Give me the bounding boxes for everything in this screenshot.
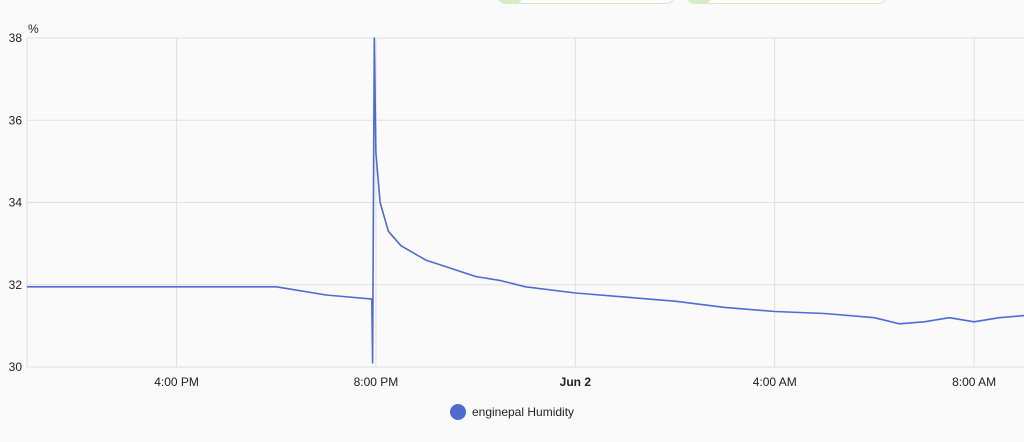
y-unit-label: % [28,22,39,36]
legend-label[interactable]: enginepal Humidity [471,405,575,419]
y-tick-label: 34 [9,196,23,210]
series-line-0[interactable] [27,37,1024,364]
y-tick-label: 36 [9,113,23,127]
y-tick-label: 30 [9,360,23,374]
chip-icon [686,0,712,4]
y-tick-label: 32 [9,278,23,292]
legend-swatch-icon [449,404,466,420]
x-tick-label: 4:00 PM [154,375,199,389]
y-tick-label: 38 [9,31,23,45]
chart-plot[interactable]: 30 32 34 36 38% 4:00 PM 8:00 PM Jun 2 4:00 AM 8:0… [0,0,1024,400]
chip-icon [497,0,523,4]
x-tick-label: 4:00 AM [753,375,797,389]
x-tick-label: 8:00 PM [354,375,399,389]
chart-legend[interactable]: enginepal Humidity [0,404,1024,420]
x-tick-label: Jun 2 [560,375,592,389]
x-tick-label: 8:00 AM [952,375,996,389]
